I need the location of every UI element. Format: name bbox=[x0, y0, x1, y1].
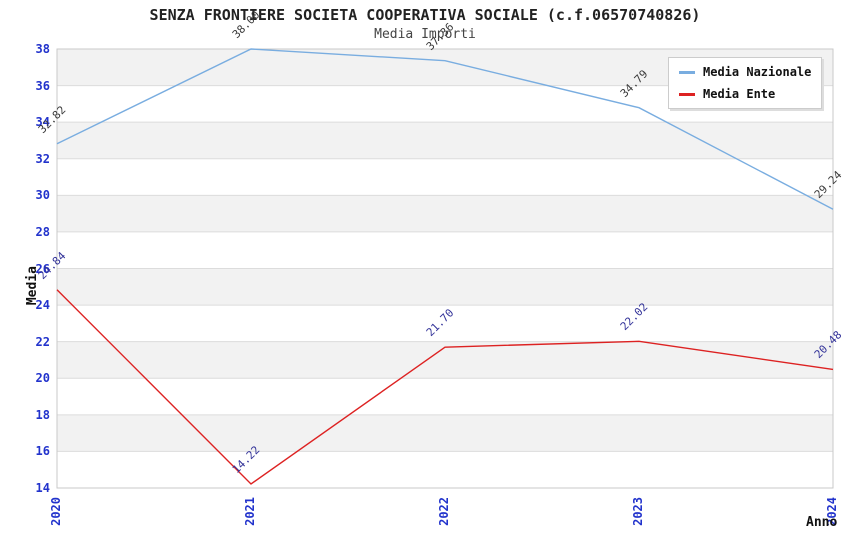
y-tick-label: 30 bbox=[35, 188, 50, 203]
x-tick-label: 2022 bbox=[437, 497, 451, 526]
y-tick-label: 22 bbox=[35, 334, 50, 349]
x-tick-label: 2023 bbox=[631, 497, 645, 526]
background-band bbox=[57, 268, 833, 306]
y-tick-label: 24 bbox=[35, 298, 50, 313]
y-tick-label: 32 bbox=[35, 151, 50, 166]
x-tick-label: 2021 bbox=[243, 497, 257, 526]
chart-title: SENZA FRONTIERE SOCIETA COOPERATIVA SOCI… bbox=[149, 6, 701, 24]
y-tick-label: 36 bbox=[35, 78, 50, 93]
plot-border bbox=[56, 48, 834, 489]
legend-item: Media Ente bbox=[679, 87, 811, 101]
y-axis-title: Media bbox=[25, 266, 40, 306]
legend-label: Media Ente bbox=[703, 87, 776, 101]
legend-swatch-media-ente bbox=[679, 92, 695, 96]
y-tick-label: 34 bbox=[35, 115, 50, 130]
background-band bbox=[57, 414, 833, 452]
y-tick-label: 14 bbox=[35, 481, 50, 495]
y-tick-label: 16 bbox=[35, 444, 50, 459]
y-tick-label: 18 bbox=[35, 407, 50, 422]
series-line-media-nazionale bbox=[56, 48, 834, 210]
y-tick-label: 26 bbox=[35, 261, 50, 276]
legend-label: Media Nazionale bbox=[703, 65, 812, 79]
y-tick-label: 28 bbox=[35, 224, 50, 239]
background-band bbox=[57, 122, 833, 159]
y-tick-label: 20 bbox=[35, 371, 50, 386]
series-line-media-ente bbox=[56, 289, 834, 485]
legend: Media Nazionale Media Ente bbox=[668, 57, 823, 109]
y-tick-label: 38 bbox=[35, 42, 50, 56]
background-band bbox=[57, 195, 833, 232]
legend-item: Media Nazionale bbox=[679, 65, 811, 79]
chart-subtitle: Media Importi bbox=[374, 27, 476, 42]
x-axis-title: Anno bbox=[806, 515, 838, 530]
legend-swatch-media-nazionale bbox=[679, 70, 695, 74]
x-tick-label: 2020 bbox=[49, 497, 63, 526]
